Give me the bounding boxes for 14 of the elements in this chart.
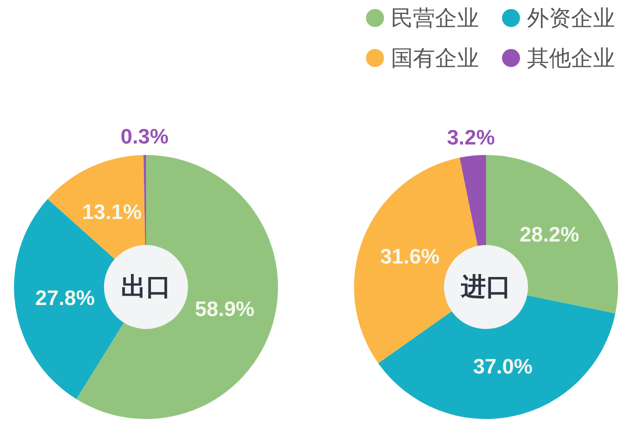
data-label: 0.3% — [120, 126, 169, 149]
legend-label: 其他企业 — [527, 46, 615, 70]
legend-label: 民营企业 — [391, 6, 479, 30]
data-label: 3.2% — [447, 126, 496, 150]
data-label: 37.0% — [473, 356, 533, 379]
slice-label: 进口 — [460, 273, 511, 301]
data-label: 13.1% — [82, 201, 142, 224]
data-label: 27.8% — [35, 287, 96, 310]
data-label: 58.9% — [194, 298, 255, 321]
data-label: 31.6% — [380, 245, 440, 268]
slice-label: 出口 — [121, 273, 171, 301]
data-label: 28.2% — [520, 224, 580, 247]
legend-label: 外资企业 — [527, 6, 615, 30]
legend-label: 国有企业 — [391, 46, 479, 70]
